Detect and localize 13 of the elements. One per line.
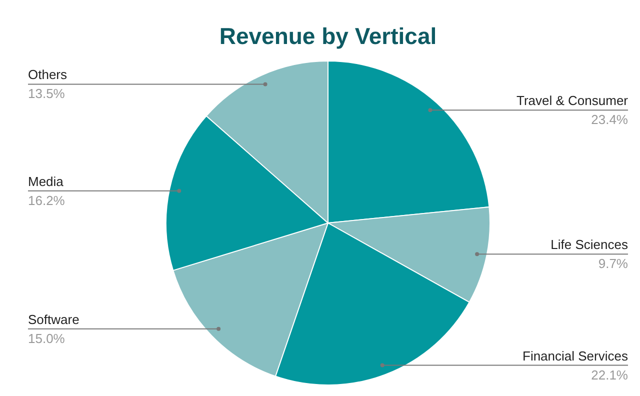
slice-label: Financial Services: [522, 348, 628, 364]
slice-label: Life Sciences: [550, 237, 628, 252]
slice-label: Travel & Consumer: [516, 93, 629, 108]
slice-label: Software: [28, 312, 80, 327]
chart-title: Revenue by Vertical: [219, 23, 437, 49]
data-label: 22.1%: [591, 367, 628, 382]
slice-label: Others: [28, 67, 68, 82]
data-label: 13.5%: [28, 86, 66, 102]
data-label: 9.7%: [598, 256, 628, 272]
data-label: 23.4%: [591, 112, 628, 128]
slice-label: Media: [28, 174, 64, 189]
data-label: 15.0%: [28, 330, 66, 346]
data-label: 16.2%: [28, 192, 66, 208]
